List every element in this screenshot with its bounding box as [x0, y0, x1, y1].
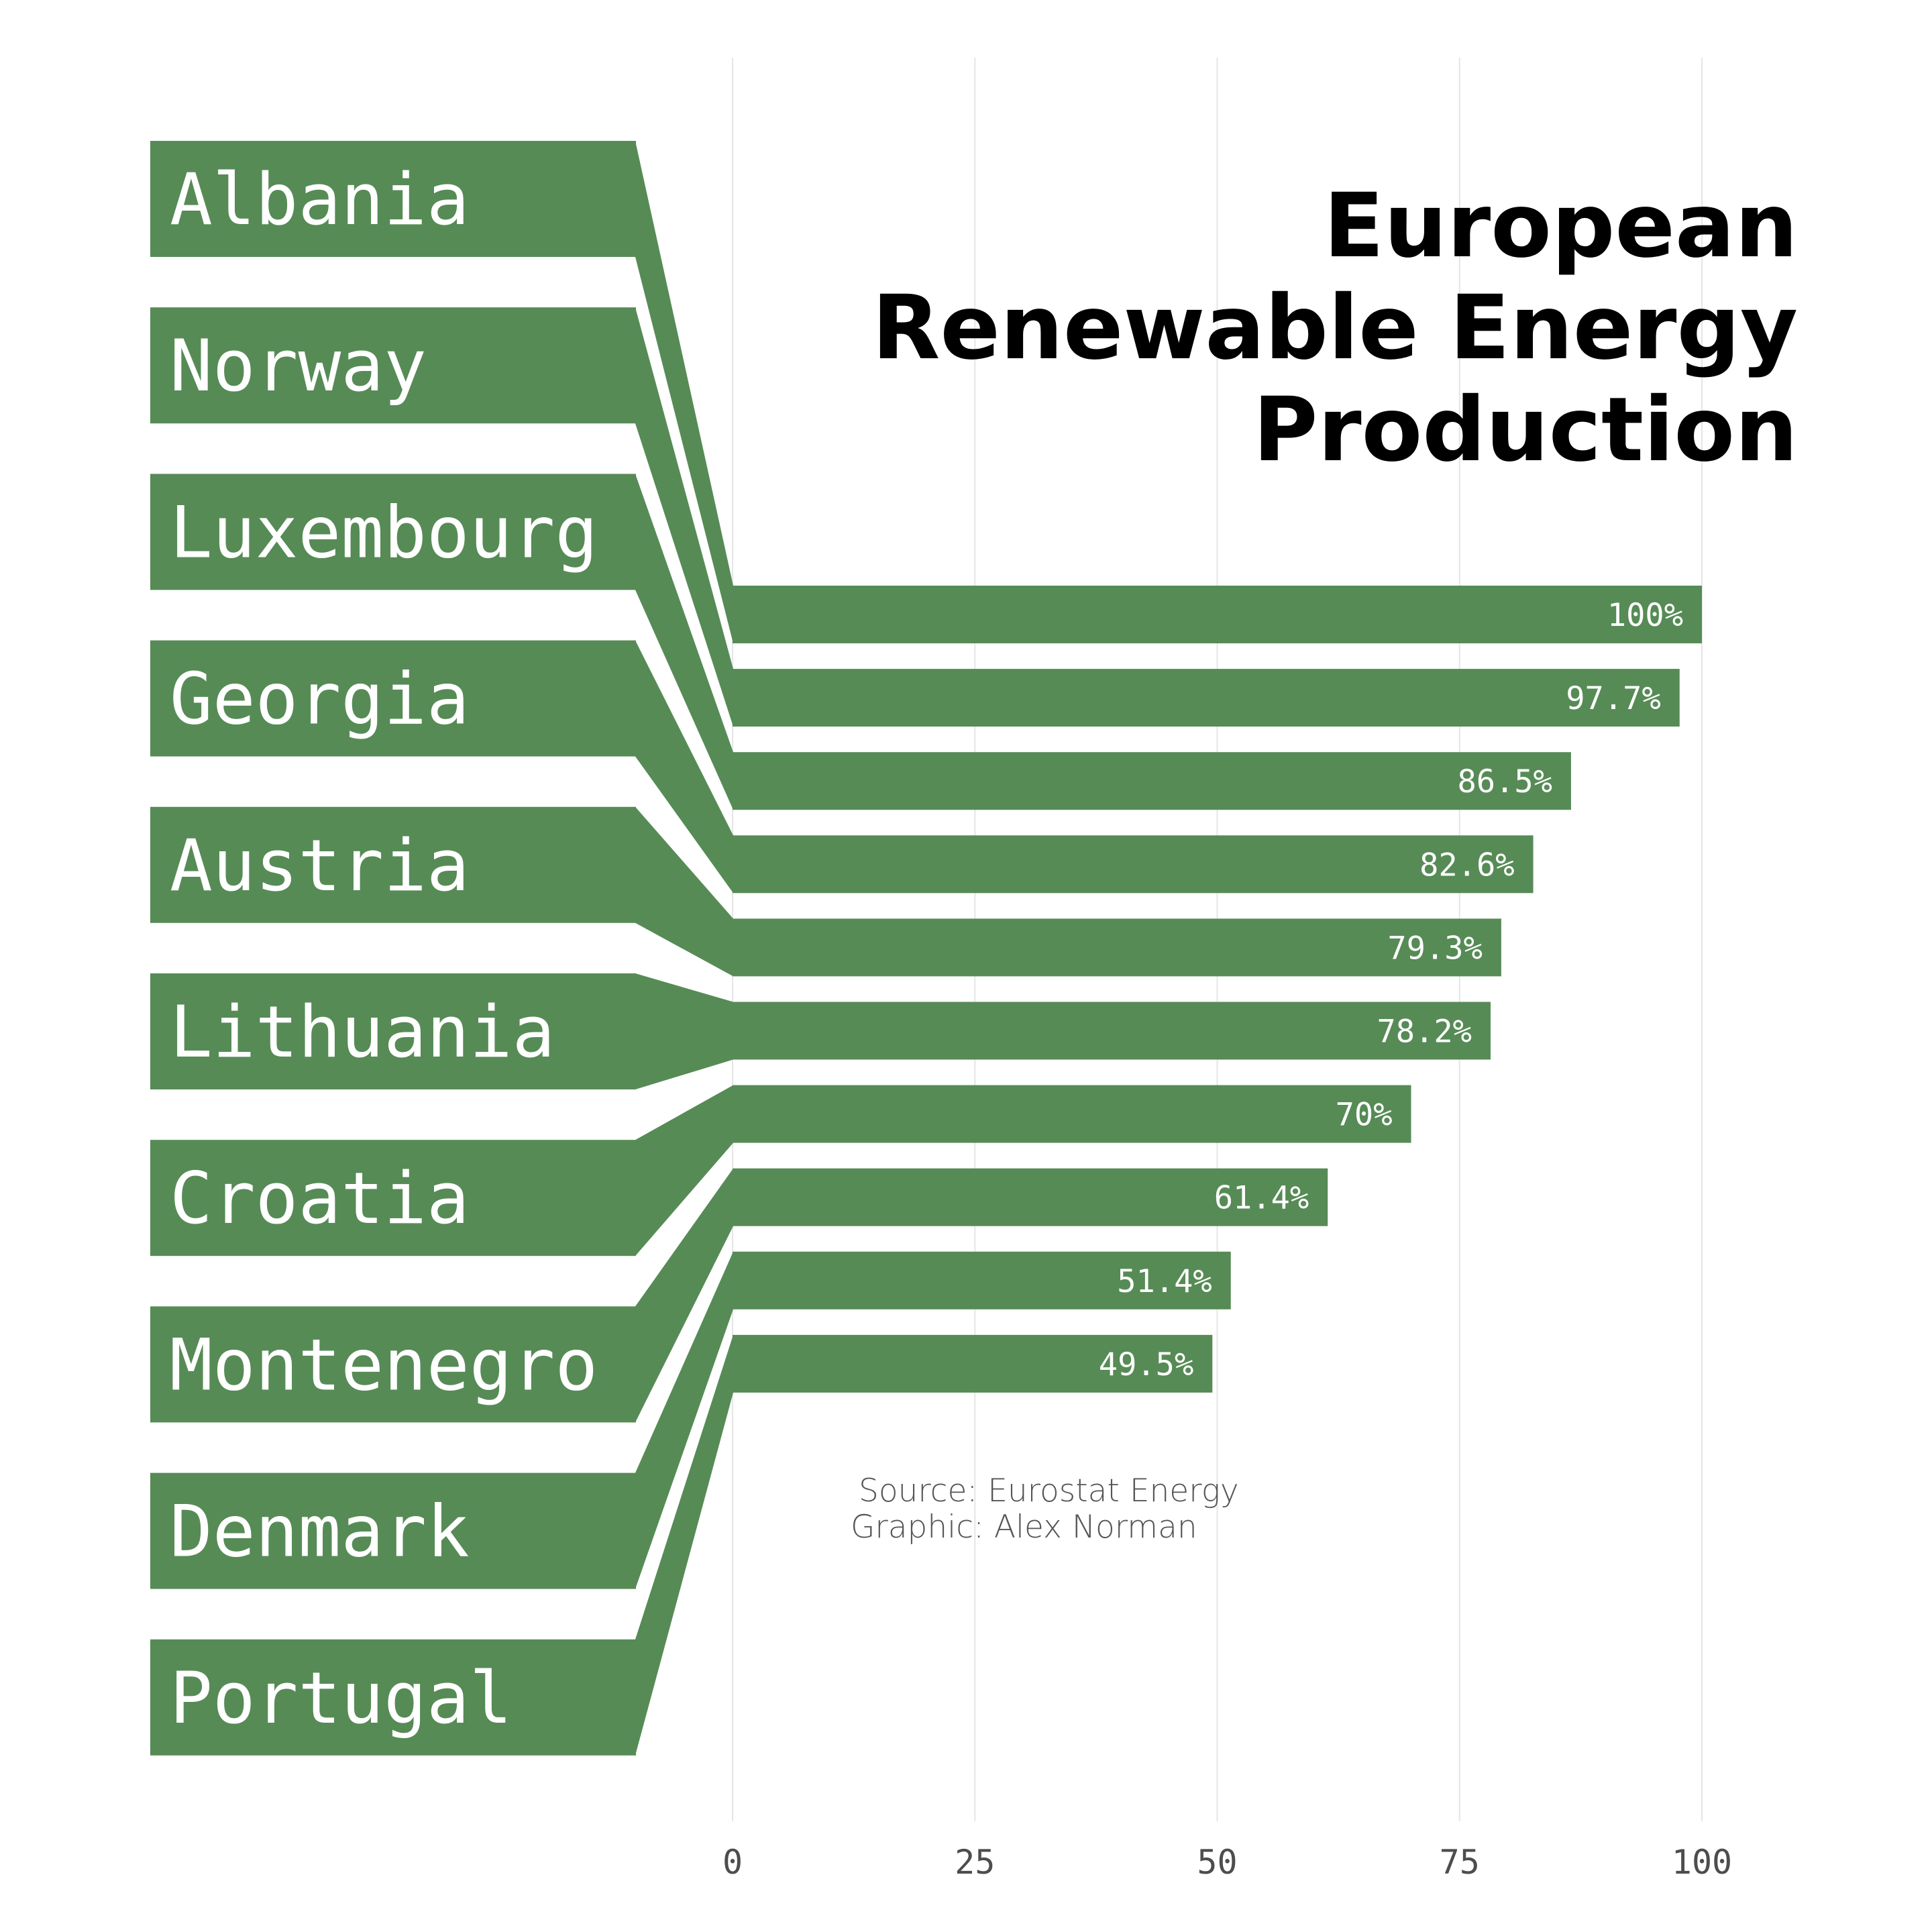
x-tick-label: 50: [1197, 1843, 1237, 1882]
bar: [733, 835, 1534, 894]
connector: [635, 474, 733, 810]
connector: [635, 1168, 733, 1423]
country-label: Albania: [170, 158, 470, 241]
country-labels: Albania Norway Luxembourg Georgia Austria Lit…: [150, 141, 636, 1756]
connector: [635, 1085, 733, 1256]
x-axis-ticks: 0 25 50 75 100: [722, 1843, 1732, 1882]
x-tick-label: 100: [1672, 1843, 1732, 1882]
country-label-box: [150, 141, 636, 257]
data-label: 86.5%: [1457, 763, 1552, 800]
data-label: 82.6%: [1419, 847, 1514, 883]
graphic-credit: Graphic: Alex Norman: [851, 1509, 1197, 1546]
x-tick-label: 25: [955, 1843, 995, 1882]
country-label: Norway: [170, 325, 427, 407]
country-label: Luxembourg: [170, 491, 598, 574]
country-label-box: [150, 474, 636, 590]
bar: [733, 669, 1680, 727]
country-label: Austria: [170, 824, 470, 907]
country-label-box: [150, 640, 636, 757]
connector: [635, 1334, 733, 1756]
bar: [733, 1334, 1213, 1393]
connector: [635, 806, 733, 977]
data-label: 97.7%: [1566, 680, 1660, 717]
bar: [733, 1002, 1491, 1060]
x-tick-label: 0: [722, 1843, 743, 1882]
country-label: Portugal: [170, 1657, 513, 1739]
country-label-box: [150, 1472, 636, 1589]
data-label: 70%: [1336, 1097, 1393, 1134]
chart-title: European Renewable Energy Production: [872, 174, 1798, 482]
country-label-box: [150, 973, 636, 1089]
bar: [733, 918, 1501, 977]
country-label-box: [150, 1140, 636, 1256]
country-label: Lithuania: [170, 991, 555, 1073]
country-label-box: [150, 307, 636, 424]
title-line-3: Production: [1253, 378, 1798, 482]
title-line-1: European: [1324, 174, 1798, 278]
connector: [635, 973, 733, 1089]
connector: [635, 1251, 733, 1589]
data-label: 61.4%: [1214, 1180, 1309, 1217]
data-label: 78.2%: [1377, 1014, 1472, 1051]
country-label-box: [150, 1639, 636, 1756]
country-label: Croatia: [170, 1157, 470, 1240]
connector: [635, 307, 733, 727]
value-labels: 100% 97.7% 86.5% 82.6% 79.3% 78.2% 70% 61.4% 51.…: [1099, 597, 1683, 1383]
country-label: Denmark: [170, 1491, 470, 1573]
bar: [733, 1085, 1411, 1143]
country-label: Georgia: [170, 658, 470, 741]
country-label-box: [150, 806, 636, 923]
x-tick-label: 75: [1440, 1843, 1480, 1882]
country-label-box: [150, 1306, 636, 1423]
data-label: 51.4%: [1117, 1263, 1212, 1300]
bars: [733, 586, 1702, 1393]
source-credit: Source: Eurostat Energy: [859, 1472, 1239, 1509]
data-label: 49.5%: [1099, 1346, 1193, 1383]
caption: Source: Eurostat Energy Graphic: Alex No…: [851, 1472, 1239, 1546]
data-label: 100%: [1607, 597, 1683, 634]
bar: [733, 1168, 1328, 1226]
country-label: Montenegro: [170, 1324, 598, 1406]
connector: [635, 141, 733, 643]
connector: [635, 640, 733, 894]
bar: [733, 752, 1571, 810]
bar: [733, 1251, 1231, 1309]
data-label: 79.3%: [1387, 930, 1482, 967]
connectors: [635, 141, 733, 1756]
bar: [733, 586, 1702, 643]
title-line-2: Renewable Energy: [872, 276, 1798, 380]
